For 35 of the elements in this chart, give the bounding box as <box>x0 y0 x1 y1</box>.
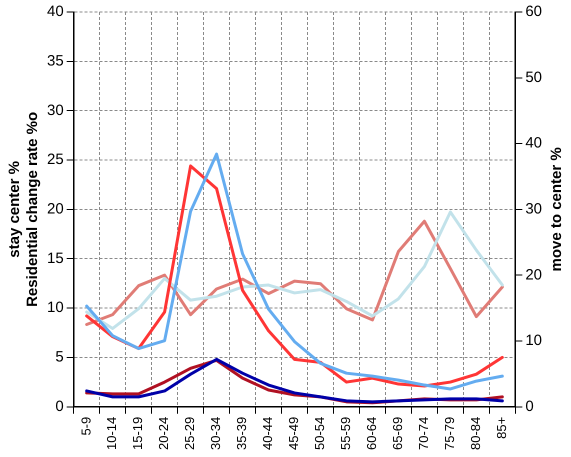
y2-tick-label: 50 <box>525 68 542 86</box>
y-tick-label: 40 <box>46 3 64 20</box>
x-tick-label: 50-54 <box>312 416 328 450</box>
x-tick-label: 10-14 <box>104 416 120 450</box>
y2-tick-label: 60 <box>525 3 542 20</box>
x-tick-label: 30-34 <box>208 416 224 450</box>
x-tick-label: 55-59 <box>338 416 354 450</box>
x-tick-label: 15-19 <box>130 416 146 450</box>
x-tick-label: 25-29 <box>182 416 198 450</box>
y2-tick-label: 30 <box>525 200 542 218</box>
y2-axis-title: move to center % <box>548 147 566 272</box>
x-tick-label: 5-9 <box>78 416 94 436</box>
y-tick-label: 5 <box>55 348 64 366</box>
y2-tick-label: 20 <box>525 266 542 284</box>
y2-tick-label: 10 <box>525 332 542 350</box>
x-tick-label: 20-24 <box>156 416 172 450</box>
y-tick-label: 10 <box>46 299 64 316</box>
x-tick-label: 35-39 <box>234 416 250 450</box>
x-tick-label: 40-44 <box>260 416 276 450</box>
x-tick-label: 75-79 <box>442 416 457 450</box>
y2-tick-label: 40 <box>525 134 542 152</box>
y-axis-title: stay center % Residential change rate %o <box>6 112 42 307</box>
y-tick-label: 35 <box>46 52 64 70</box>
x-tick-label: 65-69 <box>390 416 405 450</box>
x-tick-label: 45-49 <box>286 416 302 450</box>
x-tick-label: 85+ <box>494 416 509 439</box>
y-tick-label: 25 <box>46 151 64 168</box>
y2-tick-label: 0 <box>525 398 534 415</box>
y-tick-label: 15 <box>46 250 64 267</box>
y-tick-label: 0 <box>55 398 64 415</box>
x-tick-label: 70-74 <box>416 416 431 450</box>
y-tick-label: 30 <box>46 102 64 119</box>
x-tick-label: 80-84 <box>468 416 483 450</box>
x-tick-label: 60-64 <box>364 416 380 450</box>
y-tick-label: 20 <box>46 200 64 218</box>
